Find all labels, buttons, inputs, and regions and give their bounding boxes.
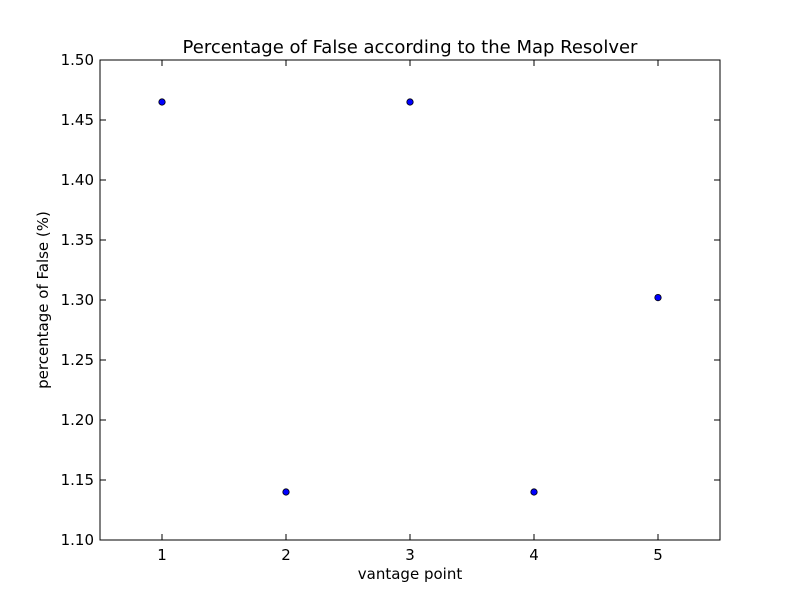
y-tick-label: 1.15 bbox=[61, 471, 94, 489]
x-axis-label: vantage point bbox=[358, 565, 463, 583]
y-axis-ticks: 1.10 1.15 1.20 1.25 1.30 1.35 1.40 1.45 1.50 bbox=[61, 51, 720, 549]
data-point bbox=[282, 488, 290, 496]
y-tick-label: 1.40 bbox=[61, 171, 94, 189]
data-point bbox=[406, 98, 414, 106]
x-tick-label: 2 bbox=[281, 546, 291, 564]
y-tick-label: 1.30 bbox=[61, 291, 94, 309]
y-tick-label: 1.10 bbox=[61, 531, 94, 549]
y-tick-label: 1.35 bbox=[61, 231, 94, 249]
data-points bbox=[158, 98, 662, 496]
y-tick-label: 1.20 bbox=[61, 411, 94, 429]
x-tick-label: 4 bbox=[529, 546, 539, 564]
y-axis-label: percentage of False (%) bbox=[34, 211, 52, 389]
x-axis-ticks: 1 2 3 4 5 bbox=[157, 60, 663, 564]
data-point bbox=[158, 98, 166, 106]
data-point bbox=[654, 293, 662, 302]
y-tick-label: 1.45 bbox=[61, 111, 94, 129]
y-tick-label: 1.25 bbox=[61, 351, 94, 369]
x-tick-label: 1 bbox=[157, 546, 167, 564]
y-tick-label: 1.50 bbox=[61, 51, 94, 69]
plot-area bbox=[99, 59, 721, 541]
x-tick-label: 3 bbox=[405, 546, 415, 564]
x-tick-label: 5 bbox=[653, 546, 663, 564]
chart-title: Percentage of False according to the Map… bbox=[183, 37, 639, 58]
data-point bbox=[530, 488, 538, 496]
